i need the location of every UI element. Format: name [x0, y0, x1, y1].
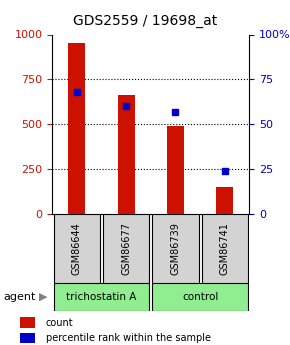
Text: GSM86739: GSM86739 — [171, 222, 180, 275]
FancyBboxPatch shape — [152, 283, 248, 310]
Bar — [167, 126, 184, 214]
FancyBboxPatch shape — [54, 283, 149, 310]
Text: control: control — [182, 292, 218, 302]
Text: ▶: ▶ — [39, 292, 48, 302]
FancyBboxPatch shape — [152, 214, 199, 283]
Text: GDS2559 / 19698_at: GDS2559 / 19698_at — [73, 13, 217, 28]
Text: GSM86741: GSM86741 — [220, 222, 230, 275]
Text: GSM86644: GSM86644 — [72, 222, 82, 275]
Text: percentile rank within the sample: percentile rank within the sample — [46, 333, 211, 343]
Bar — [216, 187, 233, 214]
Bar — [20, 333, 35, 344]
Text: count: count — [46, 318, 73, 328]
Bar — [20, 317, 35, 328]
Text: trichostatin A: trichostatin A — [66, 292, 137, 302]
FancyBboxPatch shape — [103, 214, 149, 283]
FancyBboxPatch shape — [202, 214, 248, 283]
Bar — [68, 43, 86, 214]
Bar — [117, 96, 135, 214]
FancyBboxPatch shape — [54, 214, 100, 283]
Text: GSM86677: GSM86677 — [121, 222, 131, 275]
Text: agent: agent — [3, 292, 35, 302]
